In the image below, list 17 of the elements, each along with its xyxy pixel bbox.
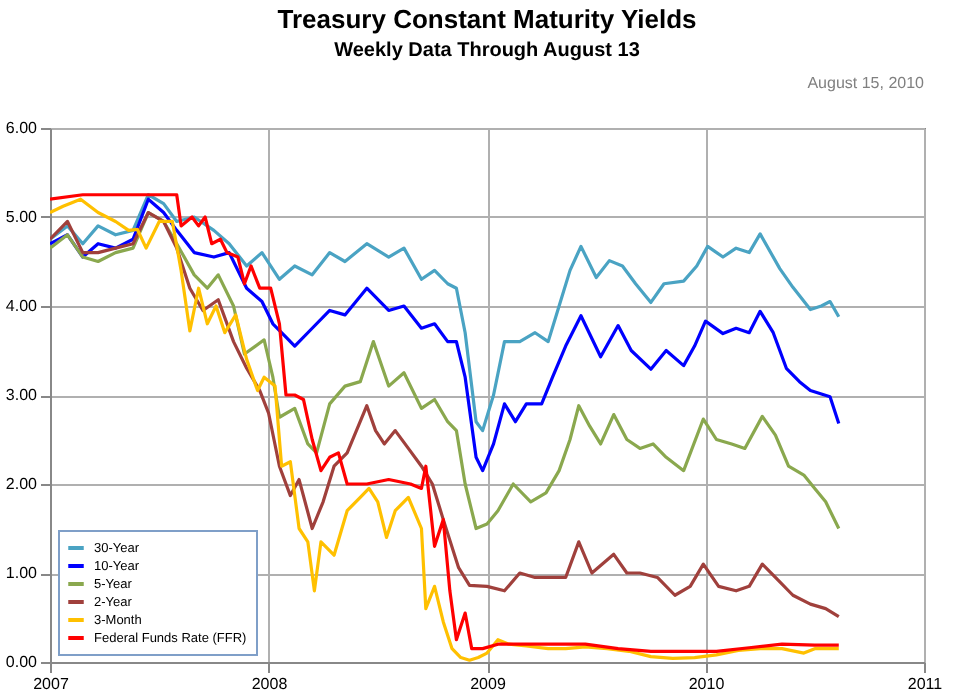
y-tick-label: 6.00 [5,119,39,137]
x-tick-label: 2009 [470,675,507,693]
y-tick-label: 1.00 [5,564,39,582]
x-tick-label: 2011 [907,675,944,693]
x-tick-label: 2010 [688,675,726,693]
line-series [50,197,841,473]
line-series [50,193,841,433]
y-tick-label: 3.00 [5,386,39,404]
y-tick-label: 0.00 [5,653,39,671]
y-tick-label: 5.00 [5,208,39,226]
chart-title: Treasury Constant Maturity Yields [277,4,697,34]
x-tick-label: 2008 [251,675,289,693]
text: August 15, 2010 [807,74,926,92]
y-tick-label: 4.00 [5,297,39,315]
x-tick-label: 2007 [33,675,70,693]
chart-subtitle: Weekly Data Through August 13 [334,40,641,62]
y-tick-label: 2.00 [5,475,39,493]
